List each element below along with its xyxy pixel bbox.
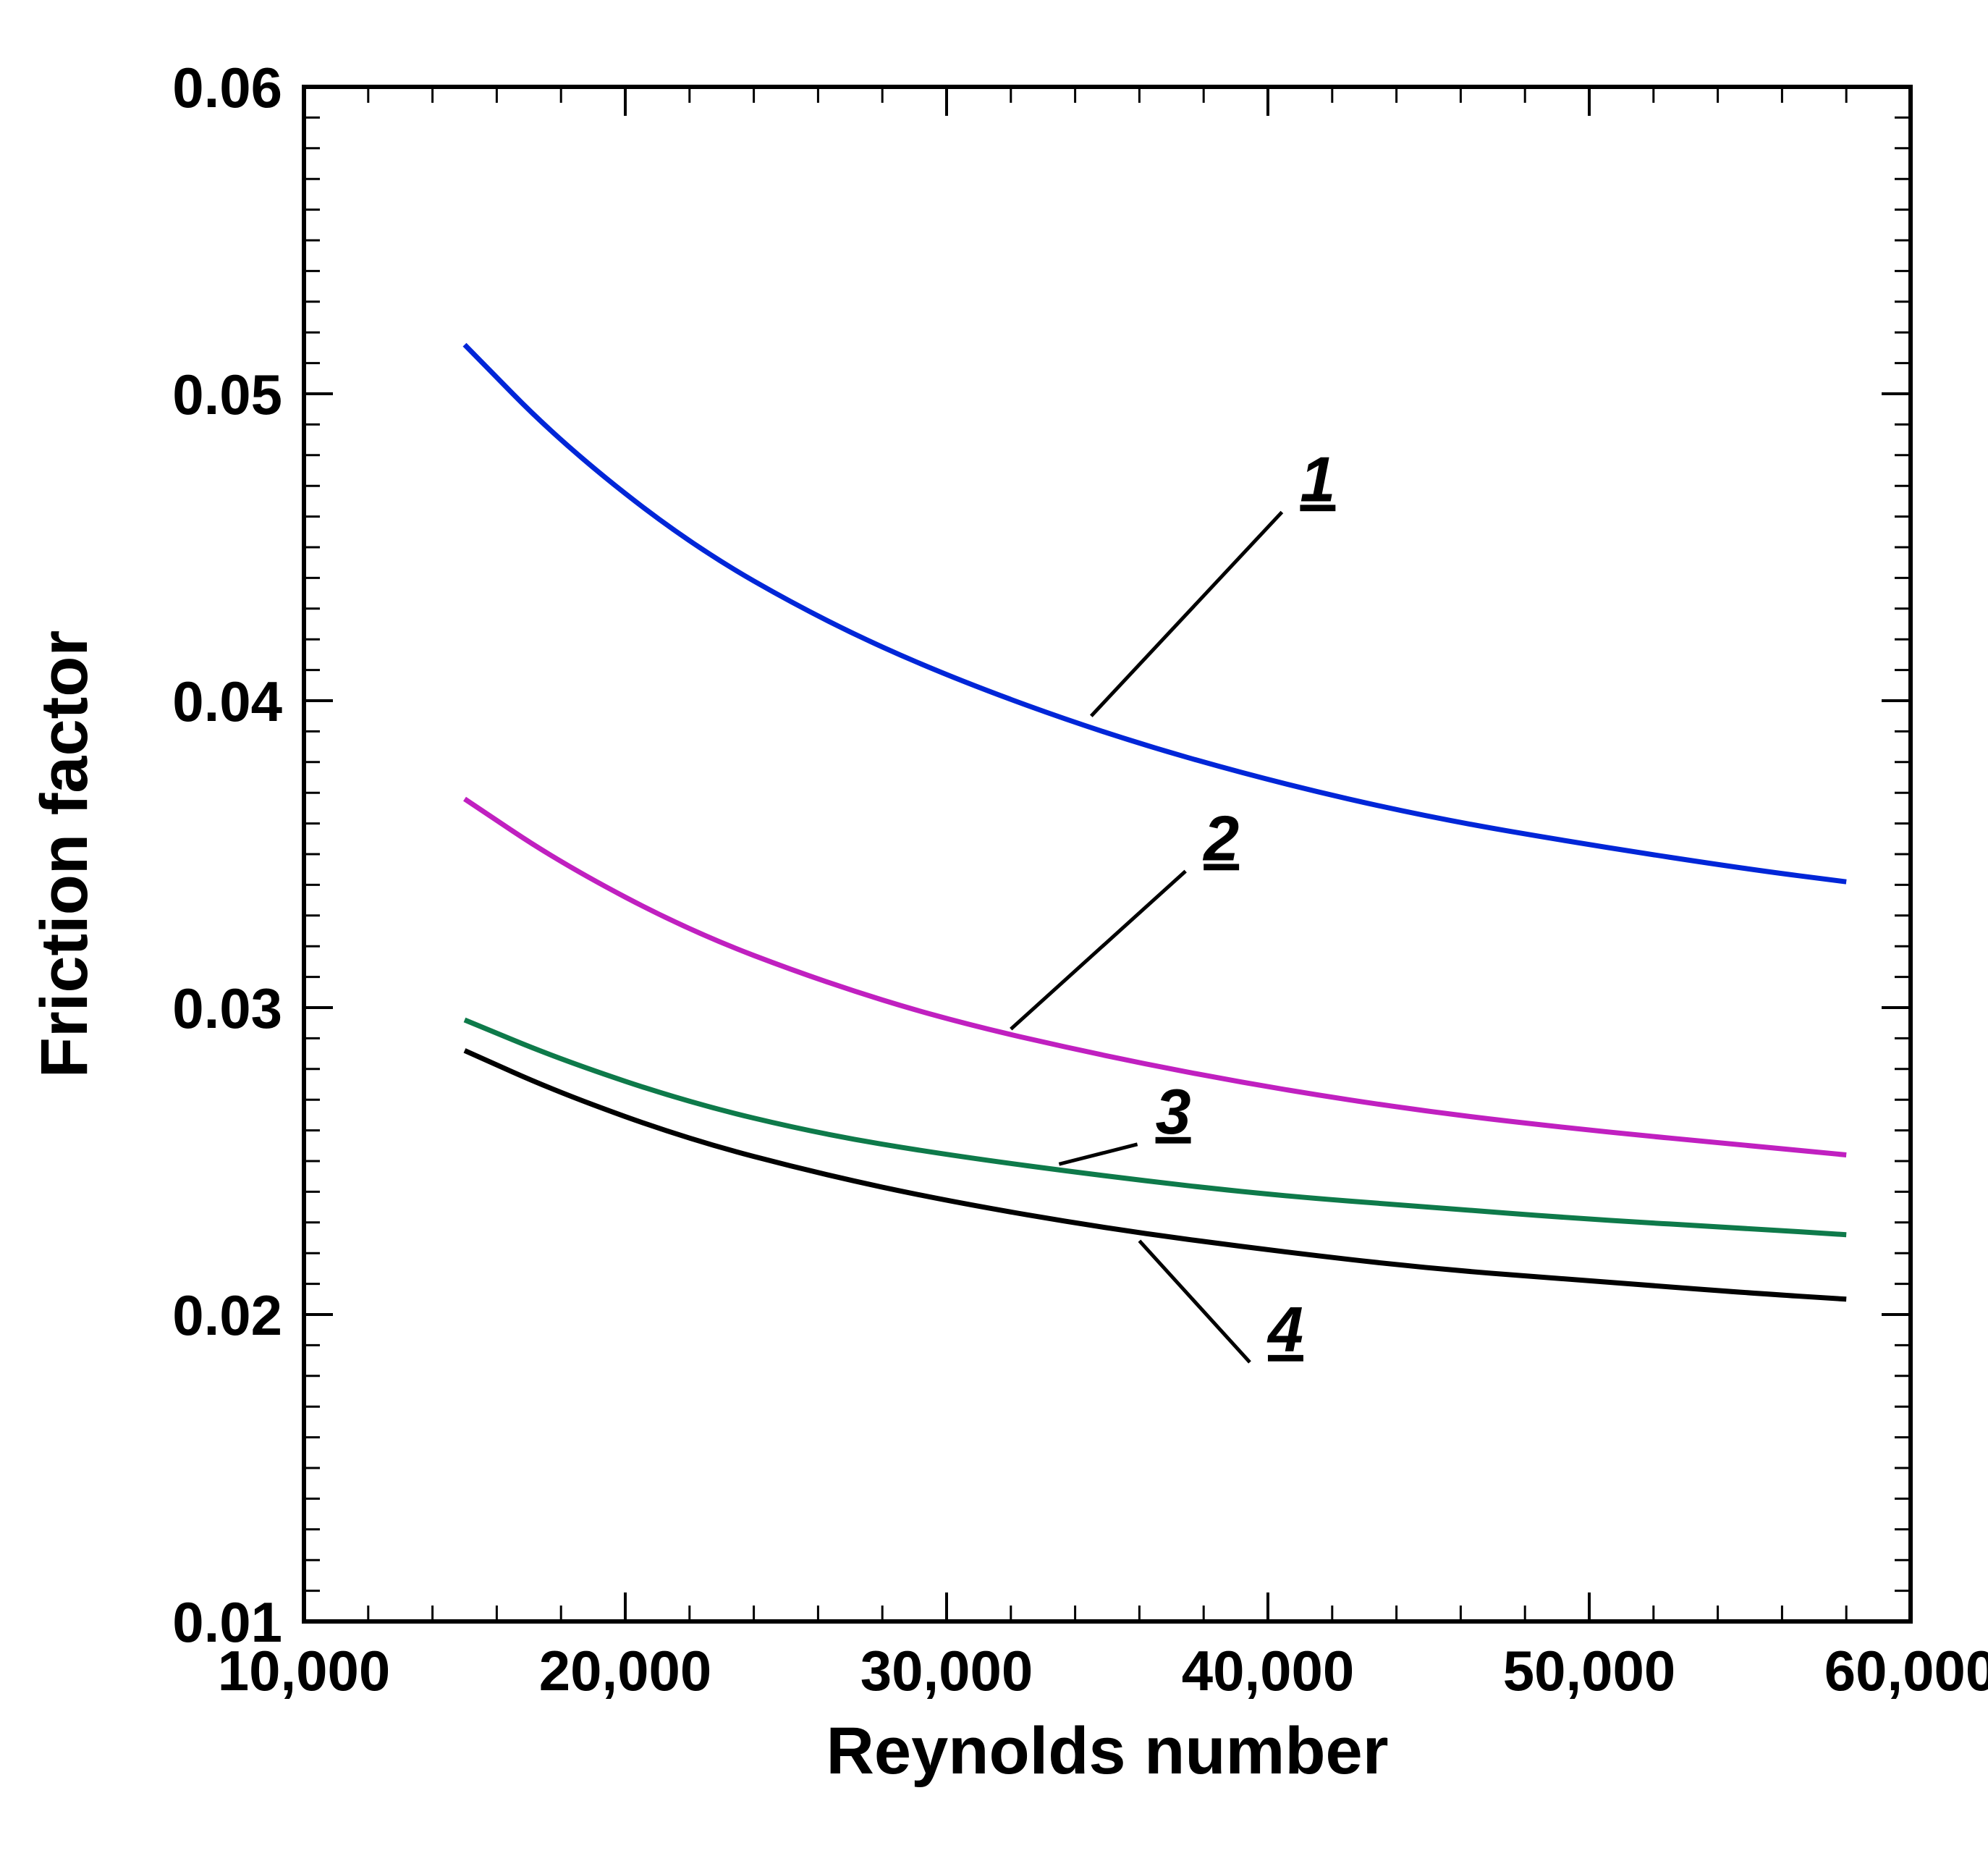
- callout-line-s3: [1059, 1144, 1137, 1164]
- y-tick-label: 0.04: [172, 670, 282, 733]
- callout-line-s1: [1091, 512, 1282, 716]
- series-s1: [465, 345, 1846, 882]
- series-label-s4: 4: [1266, 1294, 1303, 1365]
- series-label-s2: 2: [1202, 802, 1239, 874]
- callout-line-s2: [1011, 871, 1185, 1029]
- series-label-s3: 3: [1156, 1076, 1191, 1147]
- y-tick-label: 0.01: [172, 1590, 282, 1654]
- callout-line-s4: [1139, 1241, 1250, 1362]
- x-tick-label: 50,000: [1503, 1639, 1676, 1703]
- chart-svg: 10,00020,00030,00040,00050,00060,0000.01…: [0, 0, 1988, 1869]
- series-label-s1: 1: [1300, 443, 1335, 515]
- y-tick-label: 0.03: [172, 976, 282, 1040]
- y-tick-label: 0.05: [172, 363, 282, 426]
- y-tick-label: 0.02: [172, 1283, 282, 1347]
- y-tick-label: 0.06: [172, 56, 282, 119]
- x-tick-label: 60,000: [1824, 1639, 1988, 1703]
- y-axis-title: Friction factor: [28, 630, 101, 1078]
- x-tick-label: 30,000: [860, 1639, 1033, 1703]
- friction-chart: 10,00020,00030,00040,00050,00060,0000.01…: [0, 0, 1988, 1869]
- x-tick-label: 20,000: [539, 1639, 712, 1703]
- x-axis-title: Reynolds number: [826, 1714, 1388, 1788]
- x-tick-label: 40,000: [1182, 1639, 1355, 1703]
